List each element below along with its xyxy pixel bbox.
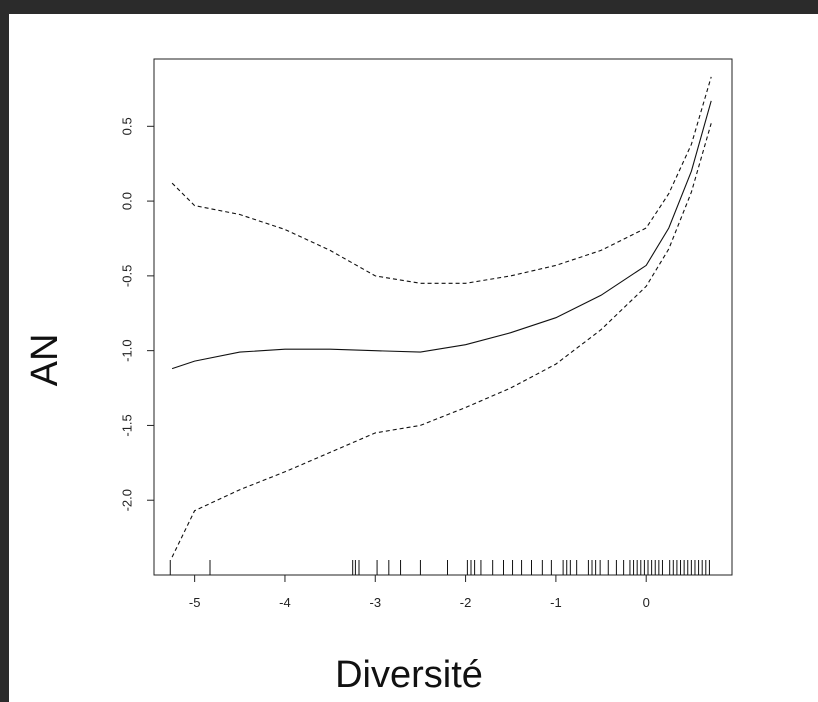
y-tick-label: -2.0: [119, 489, 134, 511]
plot-frame: [153, 58, 733, 576]
x-axis-title: Diversité: [335, 654, 483, 696]
y-tick-label: -1.5: [119, 414, 134, 436]
y-axis-title: AN: [24, 333, 66, 387]
x-tick-label: -1: [550, 595, 562, 610]
upper-confidence-line: [171, 76, 712, 284]
x-tick-label: -3: [369, 595, 381, 610]
x-tick-label: 0: [643, 595, 650, 610]
x-tick-label: -5: [189, 595, 201, 610]
rug-marks: [169, 560, 710, 575]
y-tick-label: 0.0: [119, 192, 134, 210]
y-tick-label: -0.5: [119, 265, 134, 287]
lower-confidence-line: [171, 123, 712, 558]
x-axis: -5 -4 -3 -2 -1 0: [189, 575, 650, 610]
series-group: [171, 76, 712, 558]
x-tick-label: -2: [460, 595, 472, 610]
fit-line: [171, 100, 712, 370]
chart-canvas: [9, 14, 818, 702]
y-tick-label: -1.0: [119, 339, 134, 361]
x-tick-label: -4: [279, 595, 291, 610]
y-tick-label: 0.5: [119, 117, 134, 135]
y-axis: -2.0 -1.5 -1.0 -0.5 0.0 0.5: [119, 117, 154, 511]
